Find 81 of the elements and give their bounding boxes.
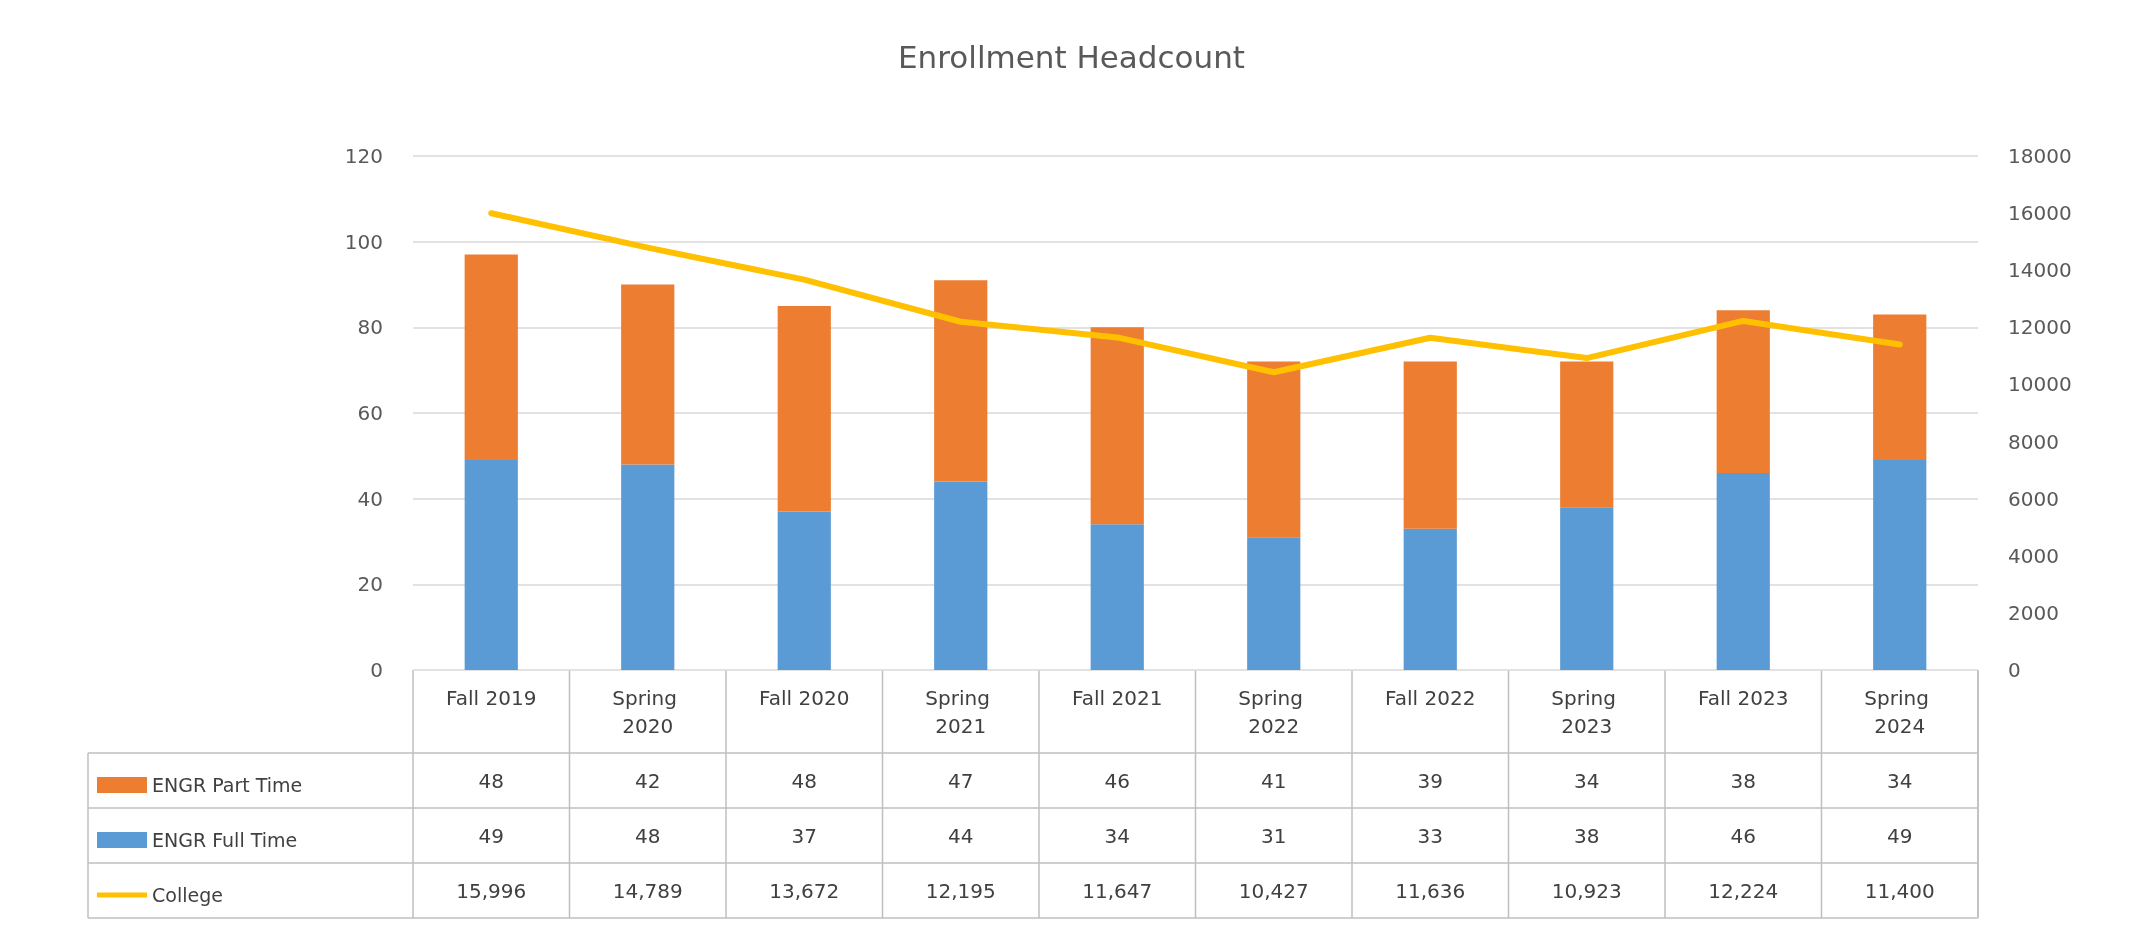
x-tick-label: Spring 2024 bbox=[1864, 686, 1936, 738]
data-label: 46 bbox=[1730, 823, 1756, 848]
data-label: 34 bbox=[1104, 823, 1130, 848]
data-label: 14,789 bbox=[612, 878, 683, 903]
data-label: 47 bbox=[948, 768, 974, 793]
data-label: 46 bbox=[1104, 768, 1130, 793]
data-label: 10,427 bbox=[1238, 878, 1309, 903]
bar bbox=[1403, 528, 1457, 670]
x-tick-label: Fall 2019 bbox=[446, 686, 537, 710]
bar bbox=[1247, 537, 1301, 670]
bar bbox=[1560, 361, 1614, 508]
bar bbox=[464, 460, 518, 670]
x-tick-label: Fall 2020 bbox=[759, 686, 850, 710]
chart-title: Enrollment Headcount bbox=[898, 38, 1245, 75]
y2-tick-label: 10000 bbox=[2008, 372, 2072, 397]
legend-label: ENGR Part Time bbox=[152, 774, 303, 796]
x-tick-label: Fall 2023 bbox=[1698, 686, 1789, 710]
data-label: 13,672 bbox=[769, 878, 840, 903]
x-tick-label: Fall 2022 bbox=[1385, 686, 1476, 710]
y2-tick-label: 12000 bbox=[2008, 315, 2072, 340]
y-tick-label: 60 bbox=[357, 401, 383, 425]
data-label: 38 bbox=[1730, 768, 1756, 793]
bar bbox=[464, 254, 518, 461]
x-tick-label: Spring 2021 bbox=[925, 686, 997, 738]
data-label: 48 bbox=[635, 823, 661, 848]
data-label: 38 bbox=[1574, 823, 1600, 848]
data-label: 37 bbox=[791, 823, 817, 848]
bar bbox=[1873, 314, 1927, 461]
y-tick-label: 80 bbox=[357, 315, 383, 340]
data-label: 49 bbox=[478, 823, 504, 848]
data-label: 10,923 bbox=[1551, 878, 1622, 903]
bar bbox=[1403, 361, 1457, 529]
y-tick-label: 40 bbox=[357, 486, 383, 511]
legend-label: College bbox=[152, 884, 223, 906]
y2-tick-label: 6000 bbox=[2008, 486, 2059, 511]
y2-tick-label: 4000 bbox=[2008, 543, 2059, 568]
data-label: 12,224 bbox=[1708, 878, 1779, 903]
bar bbox=[1247, 361, 1301, 538]
y2-tick-label: 0 bbox=[2008, 658, 2021, 682]
y2-tick-label: 8000 bbox=[2008, 429, 2059, 454]
data-label: 11,636 bbox=[1395, 878, 1466, 903]
data-label: 41 bbox=[1261, 768, 1287, 793]
y-tick-label: 0 bbox=[370, 658, 383, 682]
x-tick-label: Spring 2023 bbox=[1551, 686, 1623, 738]
data-label: 48 bbox=[478, 768, 504, 793]
x-tick-label: Fall 2021 bbox=[1072, 686, 1163, 710]
data-label: 31 bbox=[1261, 823, 1287, 848]
y-tick-label: 120 bbox=[344, 144, 383, 168]
y2-tick-label: 14000 bbox=[2008, 258, 2072, 283]
bar bbox=[1560, 507, 1614, 670]
bar bbox=[1090, 524, 1144, 670]
x-tick-label: Spring 2020 bbox=[612, 686, 684, 738]
bar bbox=[621, 284, 675, 465]
data-label: 42 bbox=[635, 768, 661, 793]
bar bbox=[934, 280, 988, 482]
data-label: 34 bbox=[1887, 768, 1913, 793]
data-label: 39 bbox=[1417, 768, 1443, 793]
y2-tick-label: 16000 bbox=[2008, 201, 2072, 226]
bar bbox=[777, 511, 831, 670]
bar bbox=[777, 305, 831, 512]
data-label: 15,996 bbox=[456, 878, 527, 903]
data-label: 49 bbox=[1887, 823, 1913, 848]
bar bbox=[1716, 472, 1770, 670]
legend-label: ENGR Full Time bbox=[152, 829, 298, 851]
data-label: 33 bbox=[1417, 823, 1443, 848]
data-label: 34 bbox=[1574, 768, 1600, 793]
bar bbox=[934, 481, 988, 670]
data-label: 44 bbox=[948, 823, 974, 848]
data-label: 12,195 bbox=[925, 878, 996, 903]
x-tick-label: Spring 2022 bbox=[1238, 686, 1310, 738]
bar bbox=[1716, 310, 1770, 473]
y2-tick-label: 18000 bbox=[2008, 144, 2072, 168]
data-label: 48 bbox=[791, 768, 817, 793]
bar bbox=[621, 464, 675, 670]
data-label: 11,647 bbox=[1082, 878, 1153, 903]
y2-tick-label: 2000 bbox=[2008, 600, 2059, 625]
bar bbox=[1090, 327, 1144, 525]
y-tick-label: 100 bbox=[344, 229, 383, 254]
bar bbox=[1873, 460, 1927, 670]
y-tick-label: 20 bbox=[357, 572, 383, 597]
data-label: 11,400 bbox=[1864, 878, 1935, 903]
